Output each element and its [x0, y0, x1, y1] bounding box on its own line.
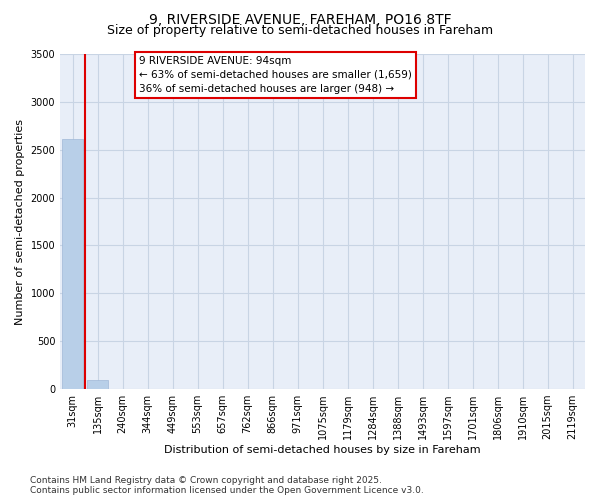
- Text: Size of property relative to semi-detached houses in Fareham: Size of property relative to semi-detach…: [107, 24, 493, 37]
- Text: Contains HM Land Registry data © Crown copyright and database right 2025.
Contai: Contains HM Land Registry data © Crown c…: [30, 476, 424, 495]
- Bar: [62, 140, 83, 389]
- Bar: [87, 380, 108, 389]
- Y-axis label: Number of semi-detached properties: Number of semi-detached properties: [15, 118, 25, 324]
- Text: 9, RIVERSIDE AVENUE, FAREHAM, PO16 8TF: 9, RIVERSIDE AVENUE, FAREHAM, PO16 8TF: [149, 12, 451, 26]
- Text: 9 RIVERSIDE AVENUE: 94sqm
← 63% of semi-detached houses are smaller (1,659)
36% : 9 RIVERSIDE AVENUE: 94sqm ← 63% of semi-…: [139, 56, 412, 94]
- X-axis label: Distribution of semi-detached houses by size in Fareham: Distribution of semi-detached houses by …: [164, 445, 481, 455]
